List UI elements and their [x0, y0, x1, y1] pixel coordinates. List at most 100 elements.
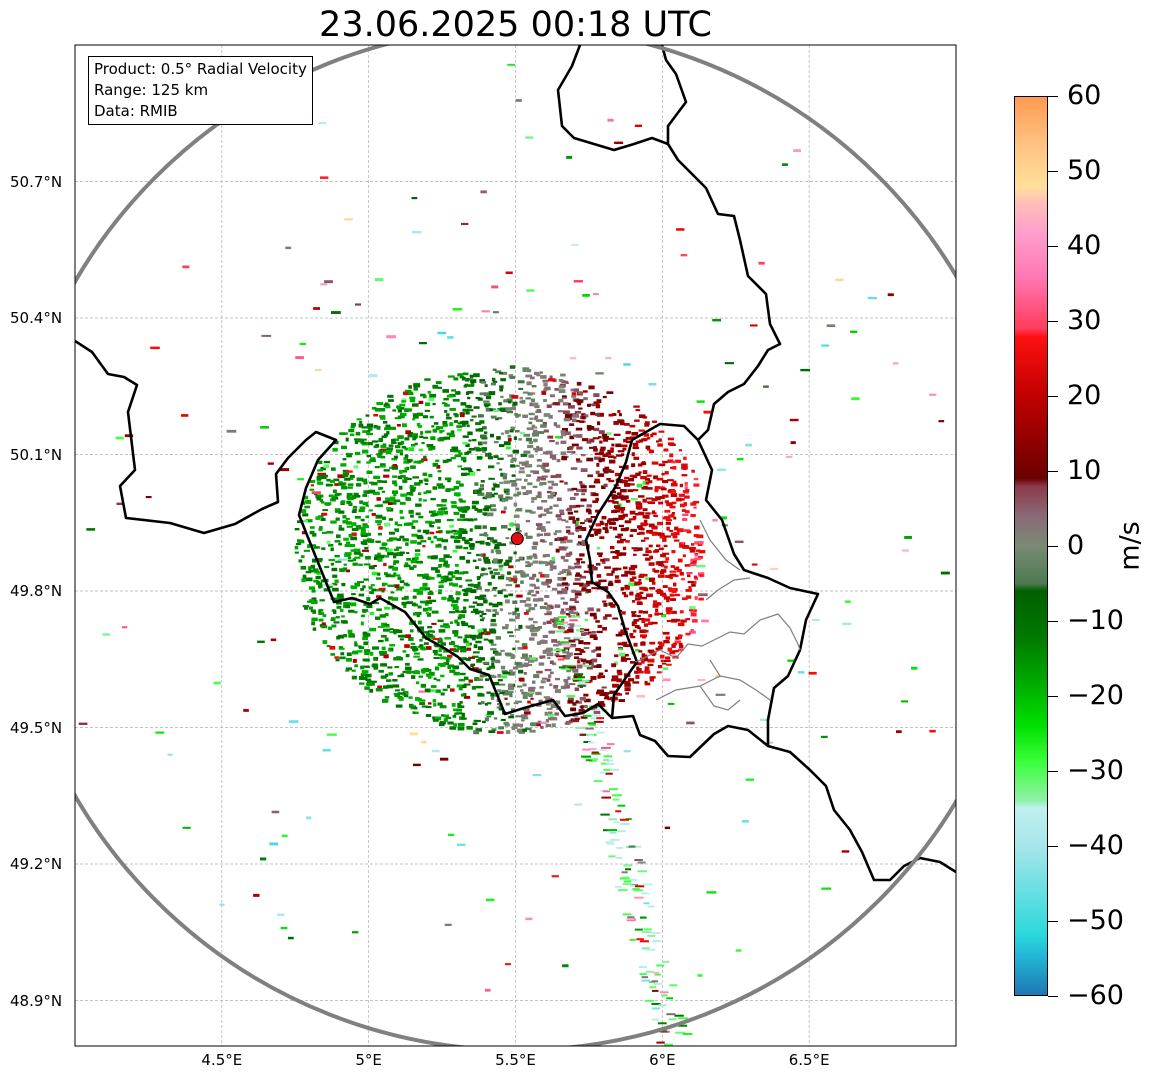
- echo-pixel: [505, 407, 512, 411]
- echo-pixel: [741, 820, 749, 823]
- echo-pixel: [626, 440, 633, 444]
- echo-pixel: [635, 505, 643, 509]
- echo-pixel: [452, 708, 459, 712]
- echo-pixel: [617, 540, 624, 544]
- echo-pixel: [555, 677, 561, 681]
- echo-pixel: [457, 465, 463, 468]
- echo-pixel: [661, 533, 665, 536]
- echo-pixel: [390, 426, 396, 430]
- echo-pixel: [423, 573, 429, 577]
- echo-pixel: [576, 543, 581, 546]
- echo-pixel: [509, 365, 516, 369]
- echo-pixel: [304, 500, 309, 504]
- echo-pixel: [499, 692, 505, 695]
- echo-pixel: [673, 516, 677, 520]
- echo-pixel: [566, 613, 571, 616]
- echo-pixel: [513, 551, 517, 555]
- echo-pixel: [311, 600, 318, 605]
- echo-pixel: [423, 394, 427, 399]
- echo-pixel: [507, 454, 513, 457]
- echo-pixel: [542, 466, 546, 471]
- echo-pixel: [417, 574, 424, 577]
- echo-pixel: [408, 408, 412, 412]
- echo-pixel: [649, 555, 654, 560]
- echo-pixel: [442, 402, 446, 405]
- echo-pixel: [436, 504, 443, 507]
- echo-pixel: [384, 696, 390, 699]
- echo-pixel: [324, 502, 332, 506]
- echo-pixel: [455, 592, 462, 595]
- echo-pixel: [412, 403, 419, 407]
- echo-pixel: [464, 383, 469, 387]
- echo-pixel: [600, 446, 606, 450]
- echo-pixel: [425, 714, 432, 717]
- echo-pixel: [388, 518, 393, 521]
- echo-pixel: [380, 486, 384, 490]
- echo-pixel: [442, 423, 448, 427]
- echo-pixel: [507, 686, 515, 691]
- echo-pixel: [606, 763, 615, 765]
- echo-pixel: [664, 509, 671, 513]
- echo-pixel: [423, 668, 429, 672]
- echo-pixel: [586, 509, 592, 512]
- echo-pixel: [500, 649, 505, 652]
- echo-pixel: [399, 535, 405, 539]
- echo-pixel: [685, 595, 692, 599]
- echo-pixel: [576, 664, 583, 669]
- echo-pixel: [393, 455, 398, 459]
- echo-pixel: [329, 479, 336, 483]
- echo-pixel: [662, 460, 668, 464]
- echo-pixel: [524, 532, 528, 537]
- echo-pixel: [383, 628, 390, 632]
- echo-pixel: [342, 472, 350, 476]
- echo-pixel: [607, 759, 614, 762]
- echo-pixel: [453, 532, 459, 535]
- echo-pixel: [356, 431, 360, 435]
- echo-pixel: [592, 437, 600, 440]
- echo-pixel: [331, 467, 336, 471]
- echo-pixel: [421, 705, 428, 708]
- echo-pixel: [483, 403, 491, 407]
- echo-pixel: [460, 620, 466, 624]
- echo-pixel: [574, 565, 582, 569]
- echo-pixel: [435, 519, 441, 523]
- echo-pixel: [536, 459, 542, 462]
- echo-pixel: [621, 658, 625, 662]
- echo-pixel: [385, 405, 391, 409]
- echo-pixel: [615, 443, 622, 448]
- echo-pixel: [911, 666, 918, 670]
- echo-pixel: [360, 518, 365, 522]
- colorbar-unit: m/s: [1114, 521, 1146, 571]
- echo-pixel: [639, 591, 644, 595]
- echo-pixel: [514, 413, 518, 416]
- echo-pixel: [599, 771, 606, 774]
- echo-pixel: [387, 552, 394, 556]
- echo-pixel: [641, 660, 645, 664]
- echo-pixel: [635, 594, 640, 598]
- echo-pixel: [812, 618, 820, 621]
- echo-pixel: [642, 883, 653, 886]
- echo-pixel: [399, 469, 403, 474]
- echo-pixel: [497, 575, 505, 580]
- echo-pixel: [644, 655, 648, 660]
- echo-pixel: [333, 440, 339, 445]
- echo-pixel: [362, 539, 369, 542]
- echo-pixel: [429, 415, 434, 419]
- echo-pixel: [533, 438, 538, 443]
- echo-pixel: [536, 445, 540, 449]
- echo-pixel: [674, 593, 680, 597]
- echo-pixel: [821, 887, 832, 890]
- echo-pixel: [545, 697, 553, 701]
- echo-pixel: [380, 634, 387, 638]
- echo-pixel: [477, 558, 482, 562]
- echo-pixel: [645, 577, 651, 581]
- echo-pixel: [606, 743, 615, 746]
- echo-pixel: [391, 597, 399, 601]
- echo-pixel: [374, 278, 384, 282]
- echo-pixel: [515, 487, 520, 491]
- echo-pixel: [369, 565, 375, 570]
- echo-pixel: [698, 555, 703, 559]
- echo-pixel: [526, 289, 535, 292]
- echo-pixel: [525, 564, 532, 568]
- echo-pixel: [313, 307, 320, 310]
